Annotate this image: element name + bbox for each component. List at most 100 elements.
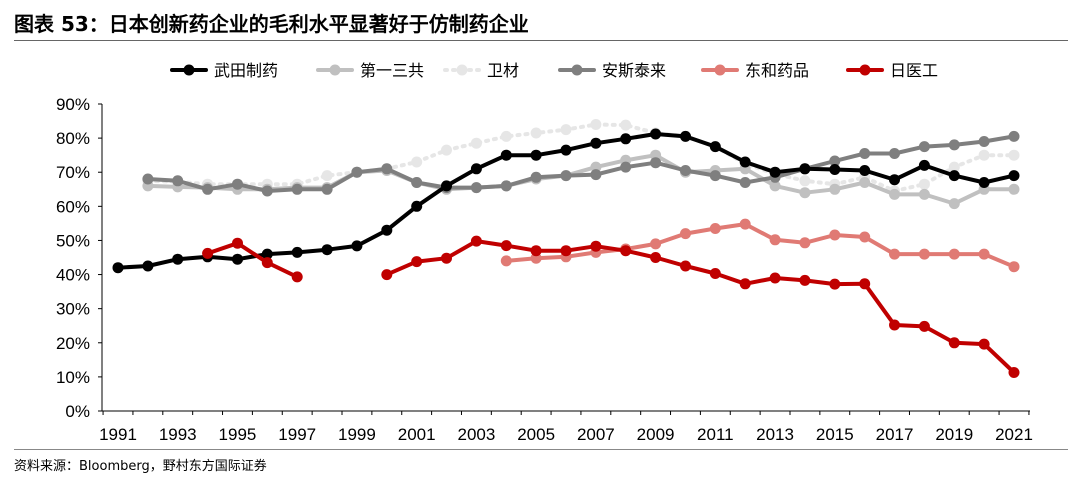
y-tick-label: 0% <box>65 402 90 421</box>
series-point <box>590 119 602 130</box>
legend-marker <box>456 64 468 76</box>
y-tick-label: 30% <box>56 300 90 319</box>
series-point <box>680 260 691 272</box>
series-point <box>769 166 781 178</box>
legend-marker <box>571 64 583 76</box>
series-point <box>291 183 303 195</box>
series-point <box>620 245 632 257</box>
series-point <box>1008 130 1020 142</box>
series-point <box>232 237 243 249</box>
legend-label: 武田制药 <box>214 61 278 80</box>
series-4 <box>500 218 1020 273</box>
series-point <box>978 136 990 147</box>
series-point <box>381 224 393 236</box>
series-point <box>889 319 900 331</box>
series-point <box>948 170 960 182</box>
series-point <box>948 248 960 260</box>
series-point <box>709 223 721 234</box>
series-point <box>620 133 632 145</box>
legend-label: 东和药品 <box>745 61 809 80</box>
legend-marker <box>859 64 871 76</box>
series-line <box>504 222 1016 269</box>
series-point <box>172 253 184 265</box>
series-point <box>321 183 333 195</box>
series-point <box>829 183 841 195</box>
series-point <box>620 119 632 131</box>
series-line <box>145 153 1016 206</box>
series-3 <box>142 130 1020 197</box>
series-point <box>530 149 542 161</box>
legend-label: 安斯泰来 <box>602 61 666 80</box>
series-point <box>1008 261 1020 273</box>
series-point <box>172 175 184 187</box>
series-point <box>381 163 393 175</box>
source-divider <box>14 449 1068 450</box>
series-point <box>411 156 423 168</box>
y-tick-label: 40% <box>56 266 90 285</box>
series-point <box>500 149 512 161</box>
series-point <box>680 228 691 240</box>
series-point <box>1008 170 1020 182</box>
series-point <box>1008 367 1020 378</box>
series-point <box>620 161 632 173</box>
axes: 0% 10% 20% 30% 40% 50% 60% 70% 80% 90% 1991 1993 199… <box>56 95 1033 444</box>
series-5 <box>202 235 1020 378</box>
series-point <box>769 180 781 192</box>
series-point <box>978 177 990 188</box>
legend-item-4: 东和药品 <box>701 61 809 80</box>
series-point <box>739 278 751 290</box>
series-point <box>261 185 273 197</box>
series-point <box>978 248 990 260</box>
series-point <box>829 229 841 241</box>
legend-item-3: 安斯泰来 <box>558 61 666 80</box>
series-point <box>978 149 990 161</box>
x-tick-label: 1999 <box>338 425 376 444</box>
series-point <box>590 169 602 181</box>
series-point <box>112 262 124 274</box>
series-point <box>769 272 781 284</box>
x-tick-label: 1993 <box>159 425 197 444</box>
series-2 <box>142 119 1020 197</box>
series-point <box>1008 149 1020 161</box>
series-point <box>261 257 273 269</box>
x-tick-label: 2017 <box>876 425 914 444</box>
x-tick-label: 2001 <box>398 425 436 444</box>
title-underline <box>14 40 1068 41</box>
series-line <box>205 241 300 279</box>
series-point <box>530 245 542 257</box>
series-point <box>918 248 930 260</box>
series-point <box>321 244 333 256</box>
series-point <box>680 165 691 176</box>
x-tick-label: 1997 <box>278 425 316 444</box>
series-point <box>1008 183 1020 195</box>
series-point <box>918 159 930 171</box>
series-point <box>799 163 811 175</box>
series-point <box>799 187 811 199</box>
series-point <box>889 148 900 159</box>
x-tick-label: 2013 <box>756 425 794 444</box>
series-point <box>680 130 691 142</box>
series-point <box>889 174 900 186</box>
series-point <box>411 256 423 268</box>
series-point <box>709 170 721 182</box>
series-point <box>889 188 900 200</box>
y-tick-label: 70% <box>56 163 90 182</box>
series-line <box>145 122 1016 193</box>
series-point <box>650 252 662 263</box>
series-point <box>918 320 930 332</box>
series-point <box>560 124 572 136</box>
series-point <box>650 238 662 250</box>
series-point <box>948 161 960 173</box>
series-point <box>739 156 751 168</box>
legend-item-5: 日医工 <box>846 61 938 80</box>
series-point <box>889 248 900 260</box>
series-point <box>560 170 572 182</box>
series-point <box>799 237 811 249</box>
series-point <box>859 278 871 290</box>
series-point <box>739 218 751 230</box>
series-point <box>590 240 602 252</box>
legend-item-1: 第一三共 <box>316 61 424 80</box>
series-point <box>709 268 721 279</box>
series-point <box>948 198 960 210</box>
series-point <box>769 234 781 246</box>
